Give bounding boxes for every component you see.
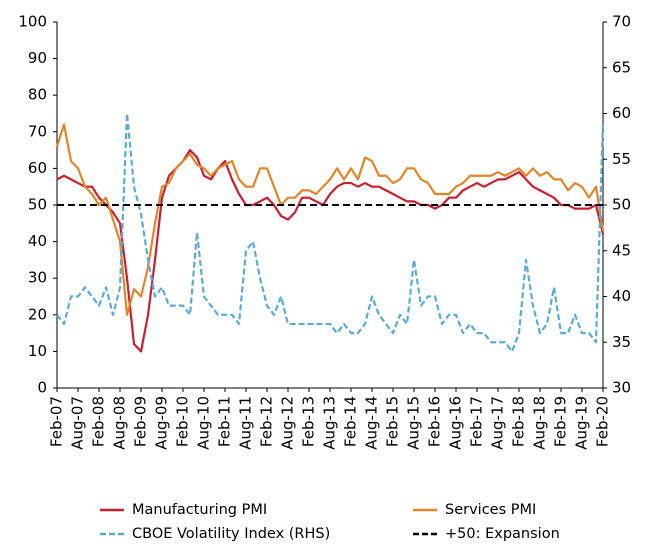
x-tick-label: Aug-16 [447,396,465,450]
y2-tick-label: 70 [612,13,631,31]
legend-label: CBOE Volatility Index (RHS) [132,526,330,542]
y2-tick-label: 35 [612,333,631,351]
x-tick-label: Feb-14 [342,396,360,447]
y-tick-label: 0 [37,379,47,397]
x-tick-label: Feb-13 [300,396,318,447]
y-tick-label: 80 [28,86,47,104]
y2-tick-label: 65 [612,58,631,76]
legend-label: Manufacturing PMI [132,502,267,518]
x-tick-label: Aug-11 [237,396,255,450]
y-tick-label: 90 [28,49,47,67]
y-tick-label: 20 [28,305,47,323]
x-tick-label: Aug-12 [279,396,297,450]
x-tick-label: Feb-20 [594,396,612,447]
x-tick-label: Aug-19 [573,396,591,450]
legend-label: Services PMI [445,502,536,518]
x-tick-label: Aug-14 [363,396,381,450]
x-tick-label: Feb-09 [132,396,150,447]
x-tick-label: Aug-17 [489,396,507,450]
series-line [56,112,605,353]
x-tick-label: Feb-17 [468,396,486,447]
y2-tick-label: 55 [612,150,631,168]
x-tick-label: Feb-16 [426,396,444,447]
x-tick-label: Feb-12 [258,396,276,447]
x-tick-label: Feb-18 [510,396,528,447]
x-tick-label: Aug-10 [195,396,213,450]
x-tick-label: Feb-15 [384,396,402,447]
x-tick-label: Feb-07 [48,396,66,447]
y2-tick-label: 30 [612,379,631,397]
y-tick-label: 10 [28,342,47,360]
y2-tick-label: 40 [612,287,631,305]
series-line [56,149,605,353]
x-tick-label: Aug-08 [111,396,129,450]
x-tick-label: Aug-13 [321,396,339,450]
y-tick-label: 70 [28,122,47,140]
series-line [55,123,605,316]
x-tick-label: Feb-11 [216,396,234,447]
x-tick-label: Feb-08 [90,396,108,447]
x-tick-label: Aug-18 [531,396,549,450]
x-tick-label: Aug-07 [69,396,87,450]
y-tick-label: 30 [28,269,47,287]
y2-tick-label: 50 [612,196,631,214]
y-tick-label: 60 [28,159,47,177]
y-tick-label: 50 [28,196,47,214]
y2-tick-label: 45 [612,241,631,259]
x-tick-label: Aug-15 [405,396,423,450]
y2-tick-label: 60 [612,104,631,122]
y-tick-label: 100 [18,13,47,31]
y-tick-label: 40 [28,232,47,250]
x-tick-label: Feb-19 [552,396,570,447]
legend-label: +50: Expansion [445,526,560,542]
x-tick-label: Feb-10 [174,396,192,447]
x-tick-label: Aug-09 [153,396,171,450]
